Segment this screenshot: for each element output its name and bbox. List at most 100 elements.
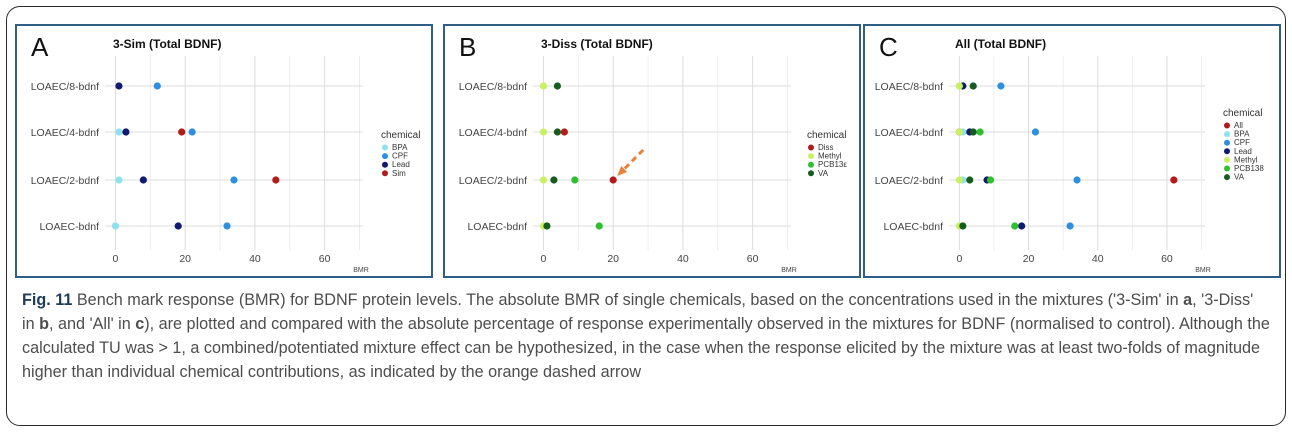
chart-c: C All (Total BDNF) LOAEC/8-bdnf LOAEC/4-bdn…: [875, 32, 1265, 274]
data-point: [553, 82, 562, 90]
legend-marker: [808, 170, 814, 177]
data-point: [997, 82, 1005, 90]
data-point: [178, 128, 186, 136]
legend-label: VA: [818, 169, 829, 178]
legend-label: PCB13ε: [818, 160, 847, 169]
data-point: [139, 176, 147, 184]
data-point: [223, 222, 231, 230]
caption-ref-c: c: [135, 315, 145, 333]
legend-label: CPF: [392, 152, 408, 161]
x-tick-label: 60: [747, 253, 759, 265]
data-point: [955, 82, 963, 90]
panel-letter: A: [31, 32, 49, 62]
legend-title: chemical: [381, 130, 420, 141]
chart-title: 3-Sim (Total BDNF): [113, 37, 221, 51]
x-tick-label: 40: [249, 253, 261, 265]
plot-background: [533, 56, 791, 250]
legend-label: Sim: [392, 169, 406, 178]
caption-ref-b: b: [39, 315, 49, 333]
legend-marker: [808, 161, 814, 168]
data-point: [986, 176, 995, 184]
caption-text-2: , '3-Diss' in: [22, 291, 1254, 333]
x-axis-label: BMR: [781, 267, 797, 274]
x-tick-label: 0: [956, 253, 962, 265]
data-point: [969, 82, 977, 90]
data-point: [115, 82, 123, 90]
chart-title: 3-Diss (Total BDNF): [541, 37, 653, 51]
legend-label: BPA: [1234, 130, 1250, 139]
data-point: [188, 128, 196, 136]
y-tick-label: LOAEC/4-bdnf: [875, 127, 943, 139]
data-point: [272, 176, 280, 184]
figure-caption: Fig. 11 Bench mark response (BMR) for BD…: [22, 288, 1270, 384]
y-tick-label: LOAEC/2-bdnf: [875, 175, 943, 187]
chart-a: A 3-Sim (Total BDNF) LOAEC/8-bdnf LOAEC/4-b…: [31, 32, 421, 274]
legend-label: VA: [1234, 173, 1245, 182]
panel-c: C All (Total BDNF) LOAEC/8-bdnf LOAEC/4-bdn…: [863, 24, 1281, 278]
legend-marker: [382, 153, 388, 160]
y-tick-label: LOAEC/4-bdnf: [459, 127, 527, 139]
legend-label: Methyl: [818, 152, 842, 161]
plot-background: [949, 56, 1205, 250]
y-tick-label: LOAEC/2-bdnf: [31, 175, 99, 187]
legend-marker: [1224, 122, 1230, 129]
chart-title: All (Total BDNF): [955, 37, 1046, 51]
x-tick-label: 60: [1161, 253, 1173, 265]
panel-letter: C: [879, 32, 898, 62]
y-tick-label: LOAEC/4-bdnf: [31, 127, 99, 139]
figure-frame: [6, 6, 1286, 426]
data-point: [1011, 222, 1019, 230]
data-point: [969, 128, 977, 136]
legend-label: PCB138: [1234, 164, 1264, 173]
legend-label: Lead: [1234, 147, 1252, 156]
annotation-arrowhead: [617, 166, 628, 176]
x-tick-label: 0: [541, 253, 547, 265]
data-point: [595, 222, 603, 230]
legend-label: Lead: [392, 160, 410, 169]
annotation-arrow: [620, 148, 645, 174]
y-tick-label: LOAEC/8-bdnf: [31, 81, 99, 93]
x-tick-label: 0: [113, 253, 119, 265]
legend-marker: [1224, 174, 1230, 181]
data-point: [539, 128, 548, 136]
data-point: [122, 128, 130, 136]
legend-marker: [808, 144, 814, 151]
legend-marker: [1224, 139, 1230, 146]
x-tick-label: 20: [179, 253, 191, 265]
panel-b: B 3-Diss (Total BDNF) LOAEC/8-bdnf LOAEC/4-…: [443, 24, 861, 278]
legend-label: Diss: [818, 143, 834, 152]
data-point: [115, 128, 123, 136]
data-point: [1031, 128, 1040, 136]
plot-background: [105, 56, 363, 250]
legend-marker: [1224, 131, 1230, 138]
legend-title: chemical: [1223, 108, 1262, 119]
caption-ref-a: a: [1183, 291, 1193, 309]
legend-label: Methyl: [1234, 155, 1258, 164]
data-point: [1066, 222, 1074, 230]
data-point: [966, 176, 974, 184]
y-tick-label: LOAEC-bdnf: [883, 221, 943, 233]
data-point: [553, 128, 562, 136]
data-point: [543, 222, 551, 230]
data-point: [550, 176, 558, 184]
data-point: [1170, 176, 1178, 184]
caption-text-3: , and 'All' in: [49, 315, 136, 333]
data-point: [539, 176, 548, 184]
caption-text-4: ), are plotted and compared with the abs…: [22, 315, 1270, 381]
caption-text-1: Bench mark response (BMR) for BDNF prote…: [72, 291, 1184, 309]
legend-label: BPA: [392, 143, 408, 152]
legend-marker: [1224, 148, 1230, 155]
data-point: [955, 128, 963, 136]
x-tick-label: 20: [607, 253, 619, 265]
data-point: [539, 82, 548, 90]
legend-marker: [382, 161, 388, 168]
legend-marker: [1224, 165, 1230, 172]
y-tick-label: LOAEC-bdnf: [467, 221, 527, 233]
data-point: [959, 222, 967, 230]
legend-marker: [382, 144, 388, 151]
legend-title: chemical: [807, 130, 846, 141]
legend-label: All: [1234, 121, 1243, 130]
legend-marker: [1224, 156, 1230, 163]
panel-letter: B: [459, 32, 476, 62]
data-point: [174, 222, 182, 230]
